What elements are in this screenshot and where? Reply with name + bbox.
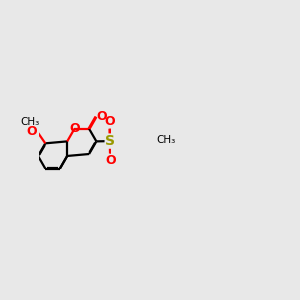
Text: O: O — [26, 125, 37, 138]
Text: O: O — [105, 115, 115, 128]
Text: CH₃: CH₃ — [157, 135, 176, 145]
Text: O: O — [105, 154, 116, 167]
Text: CH₃: CH₃ — [21, 117, 40, 127]
Text: O: O — [97, 110, 107, 123]
Text: O: O — [69, 122, 80, 135]
Text: S: S — [105, 134, 115, 148]
